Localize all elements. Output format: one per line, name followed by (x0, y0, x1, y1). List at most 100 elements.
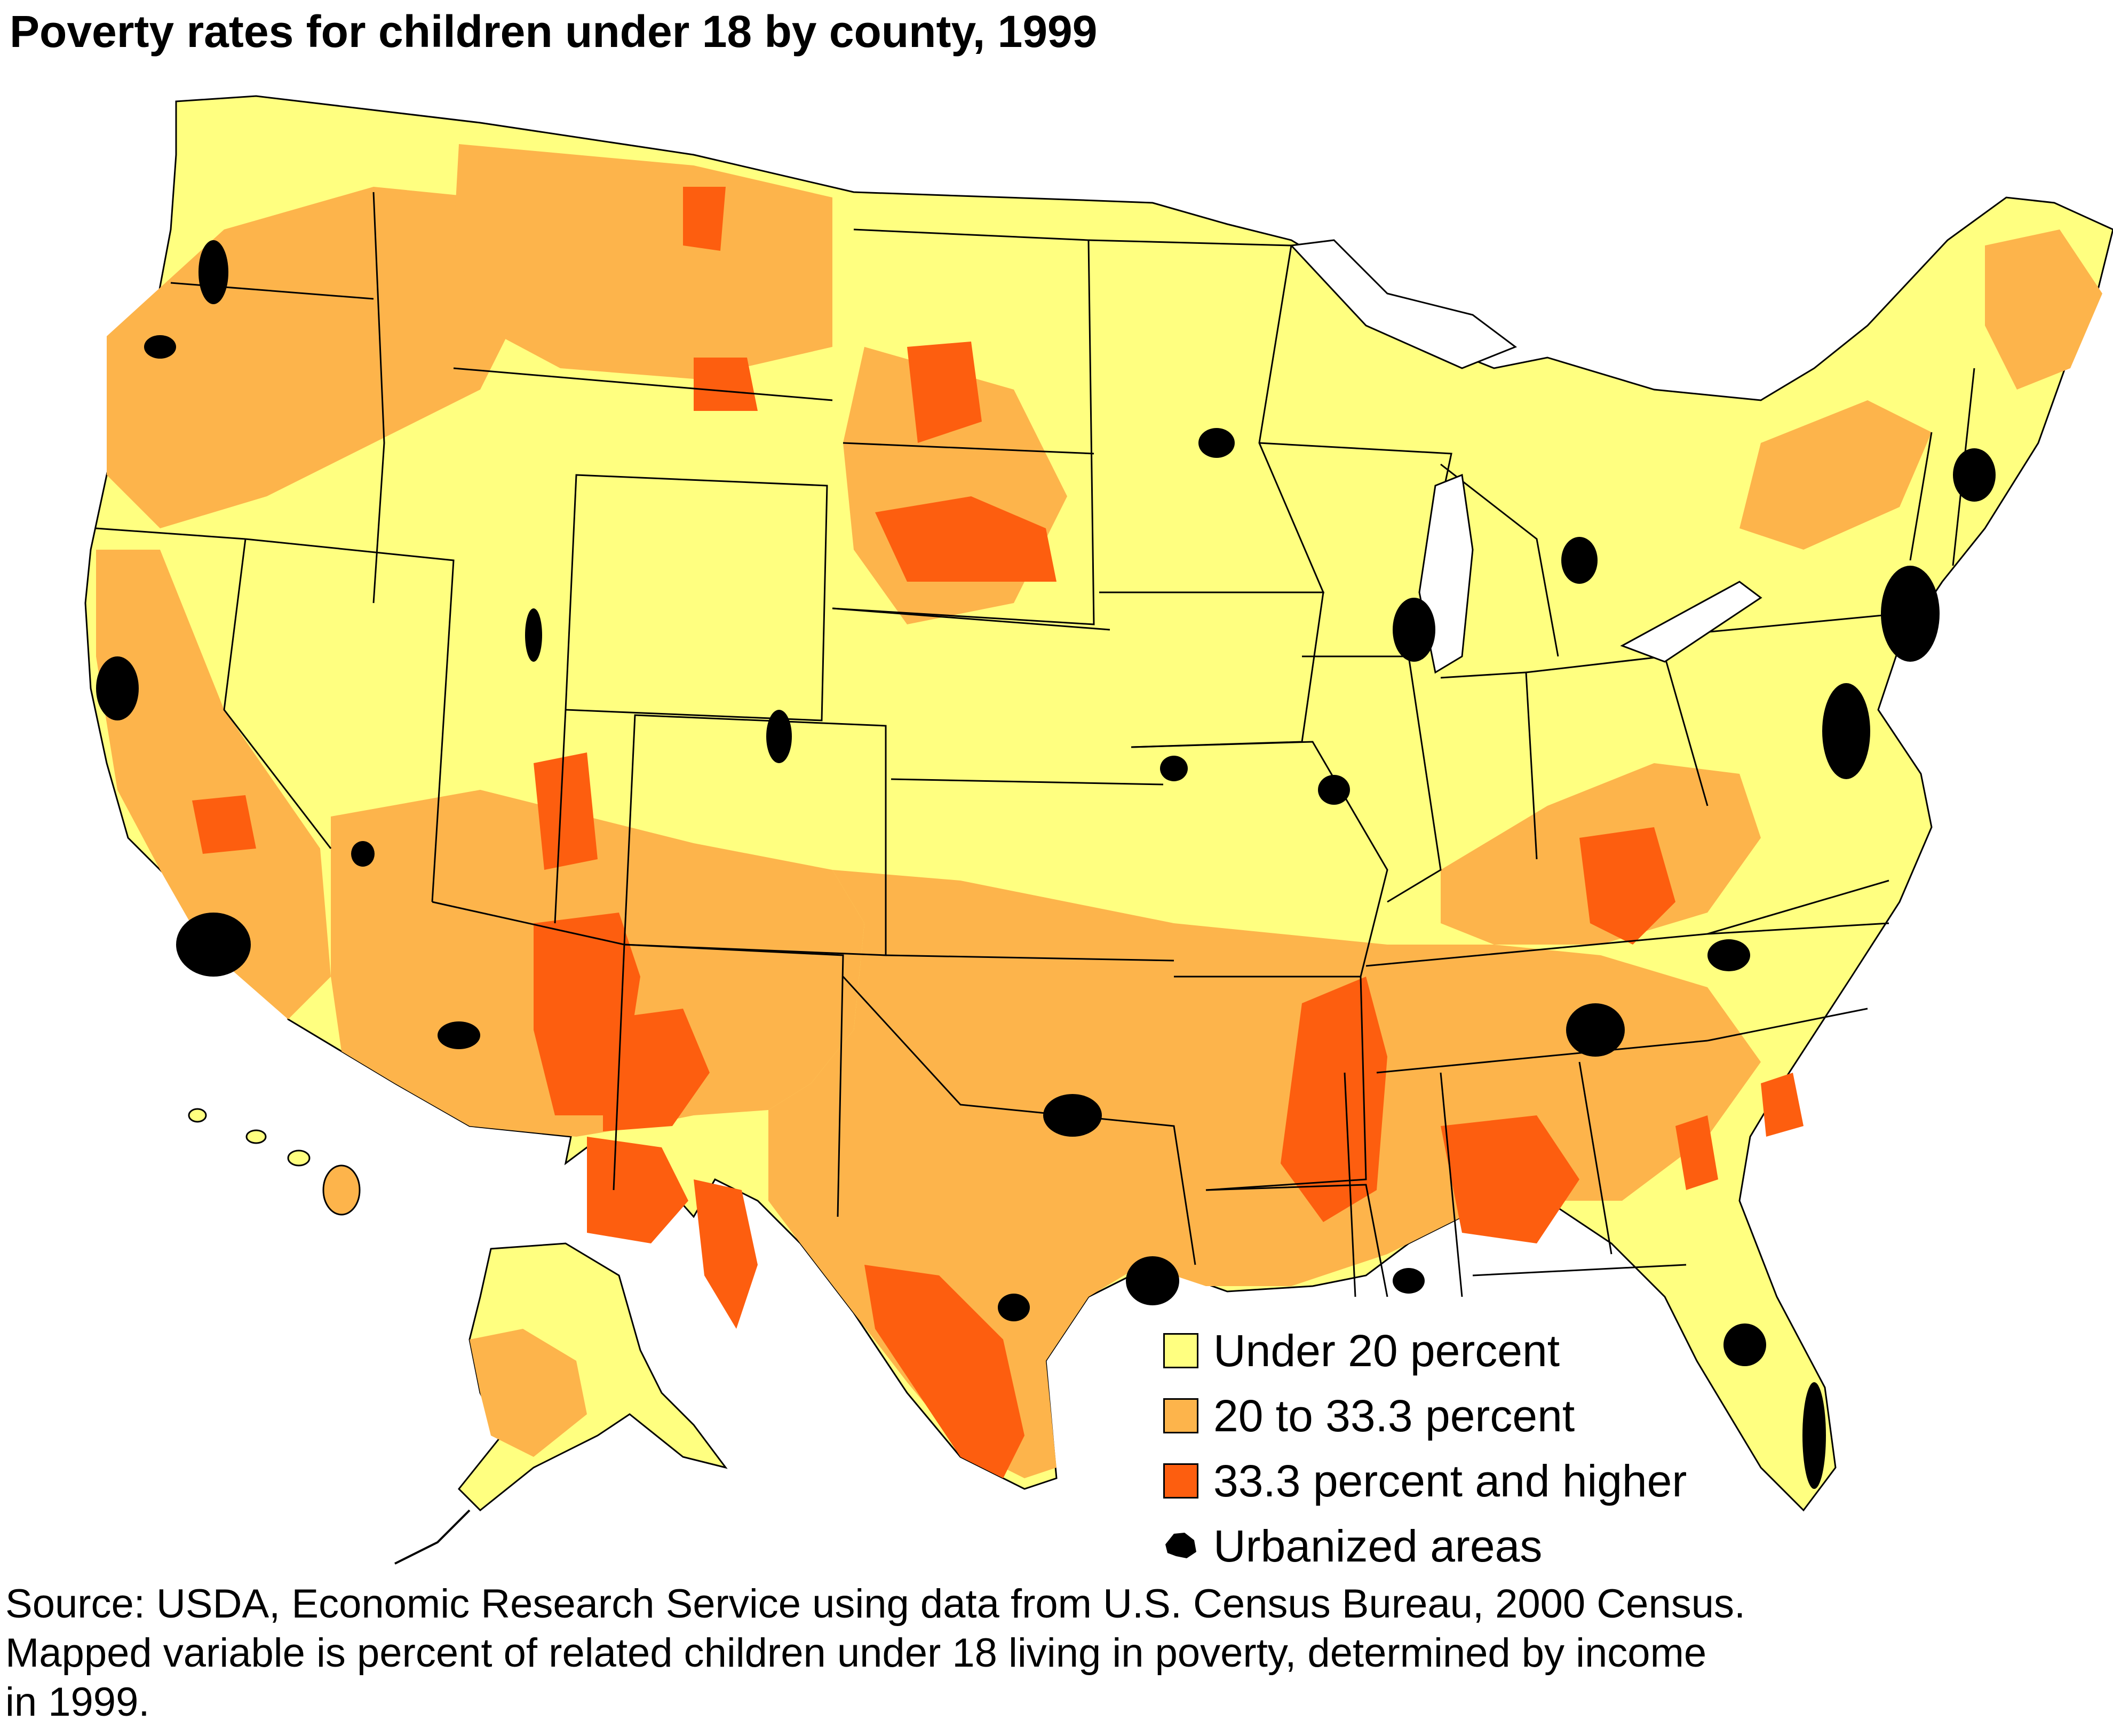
legend-item-over-33: 33.3 percent and higher (1163, 1448, 1782, 1513)
urban-boston (1953, 448, 1996, 502)
border-carolinas (1707, 1008, 1868, 1042)
urban-st-louis (1318, 775, 1350, 805)
urban-tampa-orlando (1723, 1323, 1766, 1366)
urban-kansas-city (1160, 756, 1188, 781)
state-borders (96, 192, 1975, 1297)
urban-atlanta (1566, 1003, 1625, 1057)
border-virginia (1707, 879, 1889, 935)
border-wyoming (565, 474, 828, 722)
poverty-20-33-regions (96, 144, 2102, 1478)
hawaii-oahu (245, 1129, 267, 1144)
border-michigan (1440, 463, 1559, 657)
urban-seattle (198, 240, 228, 304)
region-mid-montana (454, 144, 832, 379)
source-note: Source: USDA, Economic Research Service … (5, 1580, 2108, 1727)
border-nd-sd (843, 442, 1094, 455)
source-line-1: Source: USDA, Economic Research Service … (5, 1581, 1746, 1627)
lake-erie (1620, 581, 1762, 663)
border-oregon-california (96, 527, 246, 540)
region-high-mississippi-delta (1281, 977, 1387, 1222)
map-legend: Under 20 percent 20 to 33.3 percent 33.3… (1163, 1318, 1782, 1579)
urban-miami (1802, 1382, 1826, 1489)
urban-salt-lake (525, 608, 542, 662)
region-high-kentucky (1579, 827, 1675, 945)
hawaii-kauai (188, 1108, 207, 1123)
alaska-mid-region (470, 1329, 587, 1457)
border-al-ga (1578, 1061, 1612, 1255)
urban-denver (766, 710, 792, 763)
us-county-map (84, 95, 2113, 1565)
legend-label-under-20: Under 20 percent (1213, 1326, 1560, 1376)
region-high-big-bend (694, 1179, 758, 1329)
legend-label-20-to-33: 20 to 33.3 percent (1213, 1391, 1575, 1441)
urban-las-vegas (351, 841, 375, 867)
region-high-south-texas (864, 1265, 1024, 1478)
urban-area-blob-icon (1163, 1528, 1198, 1564)
map-title: Poverty rates for children under 18 by c… (10, 6, 1098, 57)
border-ms-al (1344, 1072, 1463, 1297)
border-ne-ks (891, 778, 1164, 786)
region-high-navajo (603, 1009, 710, 1131)
legend-swatch-over-33 (1163, 1463, 1198, 1499)
urban-los-angeles (176, 913, 251, 977)
border-ga-fl (1472, 1264, 1687, 1277)
region-high-south-carolina (1761, 1073, 1804, 1137)
border-nevada (245, 538, 455, 902)
urban-dallas (1043, 1094, 1102, 1137)
legend-item-urbanized: Urbanized areas (1163, 1513, 1782, 1579)
legend-item-under-20: Under 20 percent (1163, 1318, 1782, 1383)
region-high-montana-res (683, 187, 726, 251)
region-mid-south-central (768, 870, 1761, 1478)
legend-swatch-20-to-33 (1163, 1398, 1198, 1433)
hawaii-maui (287, 1150, 311, 1167)
urban-new-orleans (1393, 1268, 1425, 1294)
border-sd-ne (832, 607, 1110, 631)
alaska-aleutians (394, 1509, 471, 1565)
poverty-over-33-regions (192, 187, 1804, 1478)
legend-item-20-to-33: 20 to 33.3 percent (1163, 1383, 1782, 1448)
region-mid-new-york (1739, 400, 1932, 550)
border-utah-colorado (554, 709, 567, 924)
hawaii-big-island (322, 1164, 361, 1216)
legend-swatch-under-20 (1163, 1333, 1198, 1368)
urban-philadelphia-dc (1822, 683, 1870, 779)
legend-label-urbanized: Urbanized areas (1213, 1521, 1543, 1571)
urbanized-areas (96, 240, 1996, 1489)
urban-portland (144, 335, 176, 359)
region-high-rio-grande (587, 1137, 688, 1243)
region-mid-california-valley (96, 550, 331, 1019)
border-pa-ny (1675, 613, 1900, 636)
region-high-utah-sanjuan (534, 752, 598, 870)
legend-label-over-33: 33.3 percent and higher (1213, 1456, 1687, 1506)
urban-san-antonio (998, 1294, 1030, 1321)
border-new-mexico (624, 944, 844, 1217)
region-high-alabama-black-belt (1441, 1115, 1579, 1243)
lake-superior (1289, 239, 1518, 369)
border-dakotas (832, 228, 1095, 625)
region-high-fresno (192, 795, 256, 854)
great-lakes (1289, 239, 1762, 674)
hawaii (188, 1108, 361, 1216)
border-arkansas (1185, 976, 1367, 1191)
border-louisiana (1205, 1184, 1388, 1297)
source-line-3: in 1999. (5, 1679, 150, 1725)
region-high-pine-ridge (875, 496, 1056, 582)
border-nevada-california (223, 538, 332, 849)
border-montana-south (453, 367, 833, 401)
urban-minneapolis (1198, 428, 1235, 458)
urban-new-york (1881, 566, 1940, 662)
source-line-2: Mapped variable is percent of related ch… (5, 1630, 1707, 1676)
urban-charlotte (1707, 939, 1750, 971)
border-ks-ok (885, 954, 1174, 962)
urban-chicago (1393, 598, 1435, 662)
urban-sf-bay (96, 656, 139, 720)
region-high-montana-north (694, 358, 758, 411)
border-idaho-west (372, 192, 385, 604)
urban-detroit (1561, 537, 1598, 584)
region-high-georgia (1675, 1115, 1718, 1190)
border-illinois (1302, 655, 1442, 903)
region-high-standing-rock (907, 342, 982, 443)
urban-houston (1126, 1256, 1179, 1305)
region-mid-maine (1985, 229, 2102, 390)
urban-phoenix (438, 1021, 480, 1049)
